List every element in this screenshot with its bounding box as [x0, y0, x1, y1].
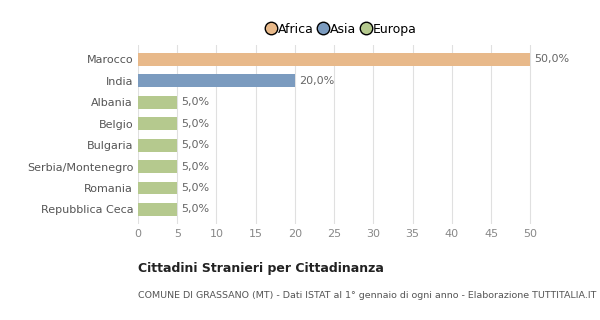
- Bar: [138, 160, 177, 173]
- Legend: Africa, Asia, Europa: Africa, Asia, Europa: [264, 19, 420, 39]
- Text: 50,0%: 50,0%: [534, 54, 569, 64]
- Text: 20,0%: 20,0%: [299, 76, 334, 86]
- Bar: [138, 203, 177, 216]
- Text: 5,0%: 5,0%: [181, 119, 209, 129]
- Text: COMUNE DI GRASSANO (MT) - Dati ISTAT al 1° gennaio di ogni anno - Elaborazione T: COMUNE DI GRASSANO (MT) - Dati ISTAT al …: [138, 291, 596, 300]
- Bar: [138, 181, 177, 195]
- Text: 5,0%: 5,0%: [181, 183, 209, 193]
- Bar: [138, 96, 177, 109]
- Bar: [138, 74, 295, 87]
- Text: 5,0%: 5,0%: [181, 162, 209, 172]
- Text: 5,0%: 5,0%: [181, 204, 209, 214]
- Bar: [138, 139, 177, 152]
- Text: 5,0%: 5,0%: [181, 140, 209, 150]
- Bar: [138, 117, 177, 130]
- Text: Cittadini Stranieri per Cittadinanza: Cittadini Stranieri per Cittadinanza: [138, 262, 384, 276]
- Bar: [138, 53, 530, 66]
- Text: 5,0%: 5,0%: [181, 97, 209, 107]
